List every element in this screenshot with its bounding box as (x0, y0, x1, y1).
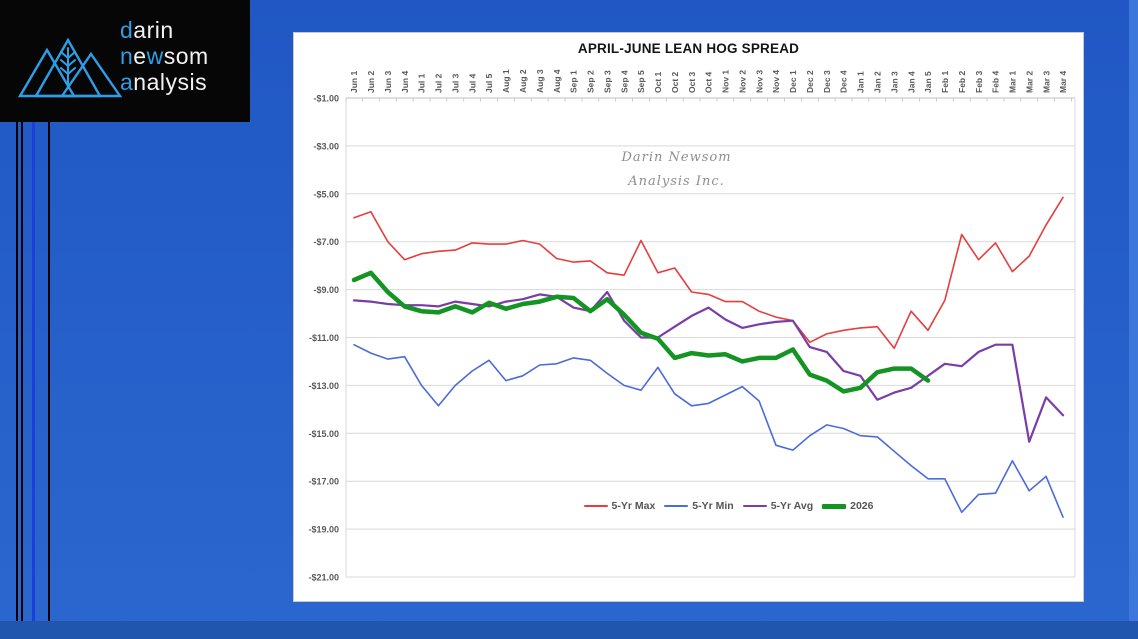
legend-line-swatch (583, 505, 608, 507)
legend-label: 2026 (850, 500, 874, 512)
legend-label: 5-Yr Max (611, 500, 656, 512)
desktop-vertical-line (21, 122, 23, 638)
x-axis-tick-label: Sep 4 (619, 70, 629, 93)
x-axis-tick-label: Jan 1 (856, 71, 866, 93)
y-axis-tick-label: -$13.00 (308, 381, 339, 391)
x-axis-tick-label: Nov 1 (721, 70, 731, 93)
x-axis-tick-label: Dec 3 (822, 70, 832, 93)
x-axis-tick-label: Aug 2 (518, 69, 528, 93)
legend-label: 5-Yr Min (692, 500, 734, 512)
x-axis-tick-label: Dec 4 (839, 70, 849, 93)
chart-window: APRIL-JUNE LEAN HOG SPREAD -$1.00 -$3.00-… (293, 32, 1084, 602)
y-axis-tick-label: -$19.00 (308, 525, 339, 535)
x-axis-tick-label: Nov 3 (754, 70, 764, 93)
x-axis-tick-label: Oct 3 (687, 71, 697, 93)
x-axis-tick-label: Jan 4 (906, 71, 916, 93)
x-axis-tick-label: Jan 5 (923, 71, 933, 93)
chart-title: APRIL-JUNE LEAN HOG SPREAD (577, 41, 800, 56)
y-axis-tick-label: -$7.00 (313, 237, 339, 247)
legend-line-swatch (742, 505, 767, 507)
logo-word-analysis: analysis (120, 69, 208, 95)
logo-triangle-right (59, 51, 123, 98)
y-axis-tick-label: -$15.00 (308, 429, 339, 439)
watermark-line2: Analysis Inc. (628, 174, 725, 189)
taskbar (0, 621, 1138, 639)
series-line-5-yr-min (353, 343, 1064, 518)
x-axis-tick-label: Mar 4 (1058, 71, 1068, 93)
logo-word-darin: darin (120, 17, 174, 43)
x-axis-tick-label: Jan 2 (873, 71, 883, 93)
x-axis-tick-label: Feb 3 (974, 71, 984, 93)
x-axis-tick-label: Sep 1 (569, 70, 579, 93)
x-axis-tick-label: Jul 1 (417, 73, 427, 93)
x-axis-tick-label: Mar 3 (1041, 71, 1051, 93)
x-axis-tick-label: Oct 4 (704, 71, 714, 93)
chart-legend: 5-Yr Max 5-Yr Min 5-Yr Avg 2026 (334, 500, 1123, 512)
x-axis-tick-label: Dec 2 (805, 70, 815, 93)
x-axis-tick-label: Sep 3 (602, 70, 612, 93)
logo-wordmark: darin newsom analysis (120, 17, 209, 95)
legend-item: 2026 (822, 500, 873, 512)
y-axis-tick-label: -$17.00 (308, 477, 339, 487)
desktop-edge-strip (1129, 0, 1138, 639)
x-axis-tick-label: Aug 4 (552, 69, 562, 93)
x-axis-tick-label: Feb 2 (957, 71, 967, 93)
x-axis-tick-label: Sep 2 (586, 70, 596, 93)
legend-item: 5-Yr Avg (742, 500, 814, 512)
series-line-5-yr-avg (352, 290, 1065, 443)
legend-item: 5-Yr Min (664, 500, 734, 512)
x-axis-tick-label: Oct 1 (653, 71, 663, 93)
x-axis-tick-label: Jun 1 (349, 71, 359, 93)
dna-logo: darin newsom analysis (0, 0, 250, 122)
x-axis-tick-label: Dec 1 (788, 70, 798, 93)
y-axis-tick-label: -$5.00 (313, 189, 339, 199)
dna-logo-mark (17, 37, 123, 98)
y-axis-tick-label: -$21.00 (308, 573, 339, 583)
legend-item: 5-Yr Max (583, 500, 656, 512)
x-axis-tick-label: Aug 1 (501, 69, 511, 93)
series-line-5-yr-max (353, 196, 1064, 350)
x-axis-tick-label: Mar 2 (1024, 71, 1034, 93)
desktop-vertical-accent-line (32, 122, 35, 638)
x-axis-tick-label: Jul 4 (467, 73, 477, 93)
x-axis-tick-label: Jul 3 (450, 73, 460, 93)
logo-wheat-icon (60, 47, 76, 89)
x-axis-tick-label: Jan 3 (889, 71, 899, 93)
watermark-line1: Darin Newsom (621, 150, 732, 165)
x-axis-tick-label: Nov 2 (737, 70, 747, 93)
legend-label: 5-Yr Avg (770, 500, 814, 512)
y-axis-tick-label: -$3.00 (313, 141, 339, 151)
x-axis-tick-label: Jun 3 (383, 71, 393, 93)
desktop-vertical-line (16, 122, 18, 638)
x-axis-tick-label: Jul 5 (484, 73, 494, 93)
x-axis-tick-label: Feb 1 (940, 71, 950, 93)
x-axis-tick-label: Aug 3 (535, 69, 545, 93)
x-axis-tick-label: Jul 2 (434, 73, 444, 93)
line-chart-plot: -$1.00 -$3.00 -$5.00 -$7.00 -$9.00 -$11.00 -$1… (308, 69, 1076, 583)
x-axis-tick-label: Jun 4 (400, 71, 410, 93)
legend-line-swatch (664, 505, 689, 507)
watermark: Darin Newsom Analysis Inc. (282, 146, 1071, 194)
desktop-vertical-line (48, 122, 50, 638)
y-axis-tick-label: -$11.00 (309, 333, 339, 343)
x-axis-tick-label: Sep 5 (636, 70, 646, 93)
x-axis-tick-label: Mar 1 (1008, 71, 1018, 93)
legend-line-swatch (822, 503, 847, 509)
x-axis-tick-label: Jun 2 (366, 71, 376, 93)
logo-word-newsom: newsom (120, 43, 209, 69)
x-axis-tick-label: Oct 2 (670, 71, 680, 93)
y-axis-tick-label: -$9.00 (313, 285, 339, 295)
x-axis-tick-label: Nov 4 (771, 70, 781, 93)
series-line-2026 (351, 270, 931, 394)
y-axis-tick-label: -$1.00 (313, 94, 339, 104)
x-axis-tick-label: Feb 4 (991, 71, 1001, 93)
